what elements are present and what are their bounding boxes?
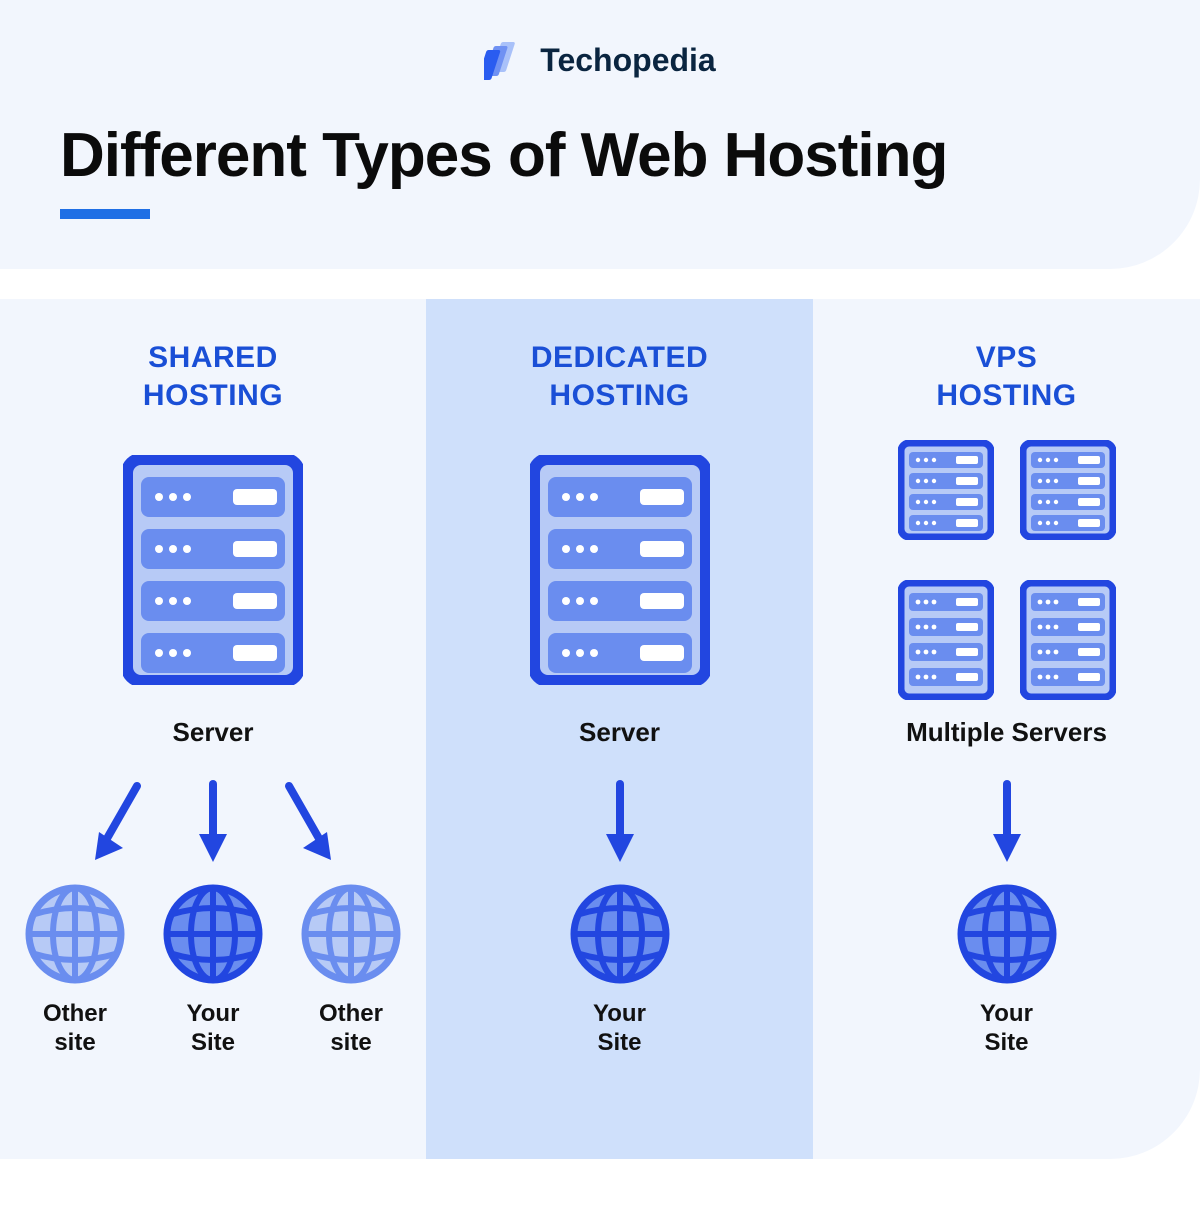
col-title-line1: SHARED — [148, 341, 278, 374]
sites-shared: Other site Your Site — [20, 884, 406, 1058]
server-label-vps: Multiple Servers — [906, 717, 1107, 748]
globe-icon — [163, 884, 263, 984]
arrows-shared — [89, 776, 337, 866]
globe-icon — [301, 884, 401, 984]
arrow-down-icon — [193, 776, 233, 866]
col-title-line2: HOSTING — [549, 379, 689, 412]
brand-name: Techopedia — [540, 42, 715, 79]
header: Techopedia Different Types of Web Hostin… — [0, 0, 1200, 269]
col-title-line2: HOSTING — [936, 379, 1076, 412]
server-icon-small — [1020, 580, 1116, 700]
site-your: Your Site — [158, 884, 268, 1058]
col-title-line2: HOSTING — [143, 379, 283, 412]
title-underline — [60, 209, 150, 219]
site-label: Other site — [43, 1000, 107, 1058]
site-your: Your Site — [565, 884, 675, 1058]
globe-icon — [957, 884, 1057, 984]
arrows-dedicated — [600, 776, 640, 866]
column-title-dedicated: DEDICATED HOSTING — [531, 339, 708, 415]
site-your: Your Site — [952, 884, 1062, 1058]
server-icon-small — [1020, 440, 1116, 540]
site-label: Your Site — [593, 1000, 646, 1058]
column-vps: VPS HOSTING — [813, 299, 1200, 1159]
site-label: Your Site — [187, 1000, 240, 1058]
server-icon-small — [898, 440, 994, 540]
server-icon-shared — [123, 445, 303, 695]
server-label-dedicated: Server — [579, 717, 660, 748]
site-other-2: Other site — [296, 884, 406, 1058]
brand-logo-icon — [484, 40, 528, 80]
brand: Techopedia — [60, 40, 1140, 80]
arrow-down-right-icon — [277, 776, 337, 866]
sites-dedicated: Your Site — [565, 884, 675, 1058]
arrow-down-left-icon — [89, 776, 149, 866]
server-icon-small — [898, 580, 994, 700]
col-title-line1: VPS — [976, 341, 1038, 374]
sites-vps: Your Site — [952, 884, 1062, 1058]
globe-icon — [570, 884, 670, 984]
column-title-shared: SHARED HOSTING — [143, 339, 283, 415]
server-icon — [530, 455, 710, 685]
site-other-1: Other site — [20, 884, 130, 1058]
server-icon — [123, 455, 303, 685]
arrow-down-icon — [987, 776, 1027, 866]
column-shared: SHARED HOSTING — [0, 299, 426, 1159]
page-title: Different Types of Web Hosting — [60, 120, 1140, 191]
site-label: Your Site — [980, 1000, 1033, 1058]
arrow-down-icon — [600, 776, 640, 866]
arrows-vps — [987, 776, 1027, 866]
col-title-line1: DEDICATED — [531, 341, 708, 374]
server-label-shared: Server — [173, 717, 254, 748]
server-icon-dedicated — [530, 445, 710, 695]
column-title-vps: VPS HOSTING — [936, 339, 1076, 415]
server-grid-vps — [898, 445, 1116, 695]
globe-icon — [25, 884, 125, 984]
infographic-canvas: Techopedia Different Types of Web Hostin… — [0, 0, 1200, 1230]
site-label: Other site — [319, 1000, 383, 1058]
columns: SHARED HOSTING — [0, 299, 1200, 1159]
column-dedicated: DEDICATED HOSTING — [426, 299, 813, 1159]
